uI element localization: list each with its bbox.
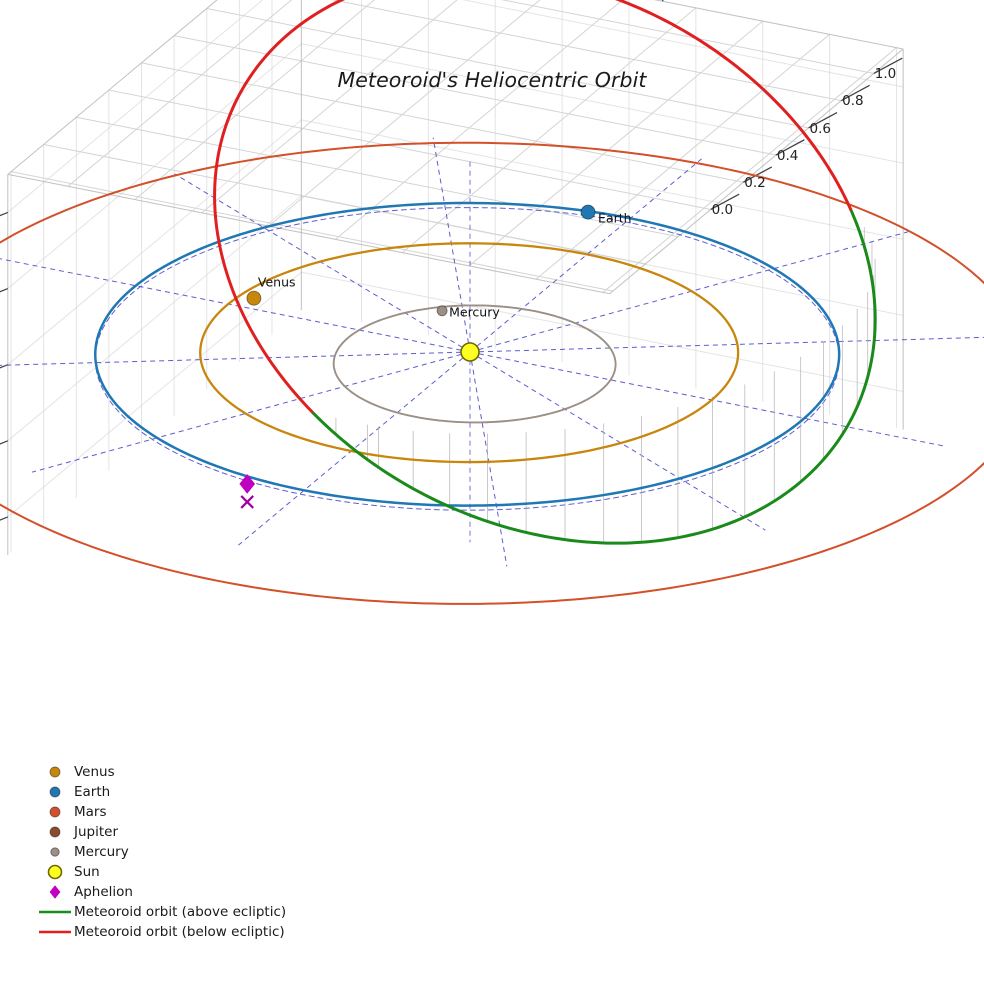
legend-item-mars[interactable]: Mars	[36, 802, 298, 822]
body-label-mercury: Mercury	[449, 304, 500, 320]
legend-marker-circle-icon	[36, 762, 74, 782]
legend-item-meteoroid-orbit-below-ecliptic[interactable]: Meteoroid orbit (below ecliptic)	[36, 922, 298, 942]
legend-item-aphelion[interactable]: Aphelion	[36, 882, 298, 902]
legend-label: Earth	[74, 784, 111, 800]
legend-marker-diamond-icon	[36, 882, 74, 902]
x-tick-3: 0.6	[809, 120, 831, 137]
legend-label: Aphelion	[74, 884, 133, 900]
legend-item-earth[interactable]: Earth	[36, 782, 298, 802]
legend-marker-circle-icon	[36, 862, 74, 882]
meteoroid-orbit-path	[213, 0, 877, 545]
page-title: Meteoroid's Heliocentric Orbit	[337, 68, 647, 92]
x-tick-1: 0.2	[744, 174, 766, 191]
legend-marker-circle-icon	[36, 802, 74, 822]
body-markers	[239, 204, 596, 509]
legend-item-jupiter[interactable]: Jupiter	[36, 822, 298, 842]
legend-line-swatch	[36, 922, 74, 942]
legend-label: Venus	[74, 764, 115, 780]
x-tick-4: 0.8	[842, 93, 864, 110]
x-tick-0: 0.0	[711, 202, 734, 219]
legend-label: Sun	[74, 864, 100, 880]
axes-tick-marks	[0, 0, 903, 521]
legend-item-sun[interactable]: Sun	[36, 862, 298, 882]
legend-item-venus[interactable]: Venus	[36, 762, 298, 782]
legend-item-mercury[interactable]: Mercury	[36, 842, 298, 862]
legend-item-meteoroid-orbit-above-ecliptic[interactable]: Meteoroid orbit (above ecliptic)	[36, 902, 298, 922]
legend-marker-circle-icon	[36, 822, 74, 842]
planet-orbit-paths	[0, 141, 984, 605]
legend-marker-circle-icon	[36, 782, 74, 802]
x-tick-2: 0.4	[776, 147, 799, 164]
legend-label: Mercury	[74, 844, 129, 860]
legend-label: Meteoroid orbit (above ecliptic)	[74, 904, 287, 920]
body-label-earth: Earth	[598, 210, 632, 226]
legend-label: Mars	[74, 804, 107, 820]
x-tick-5: 1.0	[874, 66, 897, 83]
legend: Venus Earth Mars Jupiter Mercury Sun Aphelion M…	[36, 762, 298, 942]
legend-label: Meteoroid orbit (below ecliptic)	[74, 924, 285, 940]
legend-line-swatch	[36, 902, 74, 922]
body-label-venus: Venus	[257, 274, 296, 290]
legend-marker-circle-icon	[36, 842, 74, 862]
ecliptic-dashed-lines	[0, 137, 984, 567]
legend-label: Jupiter	[74, 824, 119, 840]
